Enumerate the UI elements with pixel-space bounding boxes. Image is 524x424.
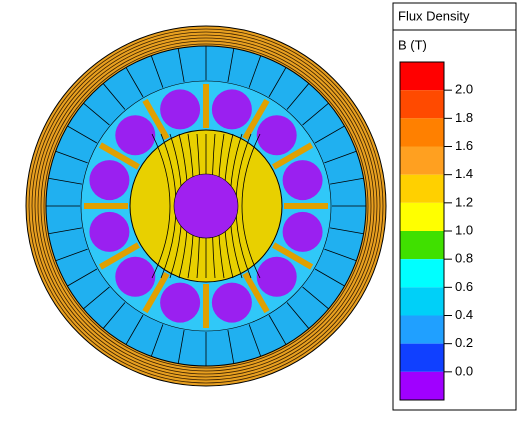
flux-line xyxy=(248,324,262,357)
flux-line xyxy=(102,302,126,329)
flux-line xyxy=(67,268,98,287)
tooth-flux xyxy=(142,98,170,140)
flux-line xyxy=(314,125,345,144)
legend-unit: B (T) xyxy=(398,37,427,52)
slot xyxy=(115,256,156,297)
flux-line xyxy=(268,314,287,345)
flux-line xyxy=(330,227,364,235)
tick-label: 1.8 xyxy=(455,110,473,125)
motor-field xyxy=(25,25,387,387)
flux-line xyxy=(302,102,329,126)
color-band xyxy=(400,202,444,231)
flux-line xyxy=(43,43,369,369)
flux-line xyxy=(31,31,381,381)
color-bar: 2.0 1.8 1.6 1.4 1.2 1.0 0.8 0.6 0.4 0.2 0.0 xyxy=(399,61,473,401)
flux-line xyxy=(241,133,261,279)
slot xyxy=(256,115,297,156)
tooth-flux xyxy=(98,242,140,270)
slot xyxy=(89,160,130,201)
slot xyxy=(282,211,323,252)
color-band xyxy=(400,371,444,400)
color-band xyxy=(400,174,444,203)
flux-line xyxy=(125,67,144,98)
slot xyxy=(160,282,201,323)
flux-line xyxy=(330,177,364,185)
flux-line xyxy=(286,83,310,110)
flux-line xyxy=(37,37,375,375)
flux-line xyxy=(67,125,98,144)
flux-line xyxy=(40,40,372,372)
flux-line xyxy=(150,55,164,88)
slot xyxy=(160,89,201,130)
tick-label: 0.4 xyxy=(455,307,473,322)
flux-line xyxy=(55,150,88,164)
tick-label: 1.0 xyxy=(455,222,473,237)
color-band xyxy=(400,287,444,316)
color-band xyxy=(400,231,444,260)
slot xyxy=(282,160,323,201)
flux-line xyxy=(177,48,185,82)
color-band xyxy=(400,315,444,344)
tick-label: 0.6 xyxy=(455,279,473,294)
tooth-flux xyxy=(242,98,270,140)
shaft xyxy=(173,173,239,239)
slot xyxy=(256,256,297,297)
tick-label: 2.0 xyxy=(455,82,473,97)
slot xyxy=(115,115,156,156)
flux-line xyxy=(28,28,384,384)
legend-title: Flux Density xyxy=(398,8,470,23)
tooth-flux xyxy=(242,272,270,314)
slot xyxy=(211,89,252,130)
flux-line xyxy=(302,286,329,310)
tick-label: 1.2 xyxy=(455,194,473,209)
flux-line xyxy=(248,55,262,88)
flux-line xyxy=(34,34,378,378)
color-band xyxy=(400,146,444,175)
flux-line xyxy=(177,330,185,364)
flux-line xyxy=(83,102,110,126)
slot xyxy=(89,211,130,252)
flux-line xyxy=(324,150,357,164)
flux-line xyxy=(314,268,345,287)
tick-label: 0.8 xyxy=(455,251,473,266)
color-band xyxy=(400,62,444,91)
tick-label: 1.6 xyxy=(455,138,473,153)
flux-line xyxy=(227,330,235,364)
tooth-flux xyxy=(272,242,314,270)
tick-label: 1.4 xyxy=(455,166,473,181)
tooth-flux xyxy=(98,142,140,170)
color-band xyxy=(400,90,444,119)
color-band xyxy=(400,118,444,147)
slot xyxy=(211,282,252,323)
flux-line xyxy=(227,48,235,82)
flux-line xyxy=(55,248,88,262)
tick-label: 0.0 xyxy=(455,363,473,378)
flux-line xyxy=(48,227,82,235)
tooth-flux xyxy=(142,272,170,314)
flux-line xyxy=(268,67,287,98)
tick-label: 0.2 xyxy=(455,335,473,350)
flux-line xyxy=(286,302,310,329)
flux-line xyxy=(150,324,164,357)
color-band xyxy=(400,259,444,288)
flux-line xyxy=(48,177,82,185)
tooth-flux xyxy=(272,142,314,170)
color-band xyxy=(400,343,444,372)
flux-line xyxy=(102,83,126,110)
flux-line xyxy=(83,286,110,310)
flux-line xyxy=(125,314,144,345)
flux-line xyxy=(151,133,171,279)
flux-line xyxy=(324,248,357,262)
